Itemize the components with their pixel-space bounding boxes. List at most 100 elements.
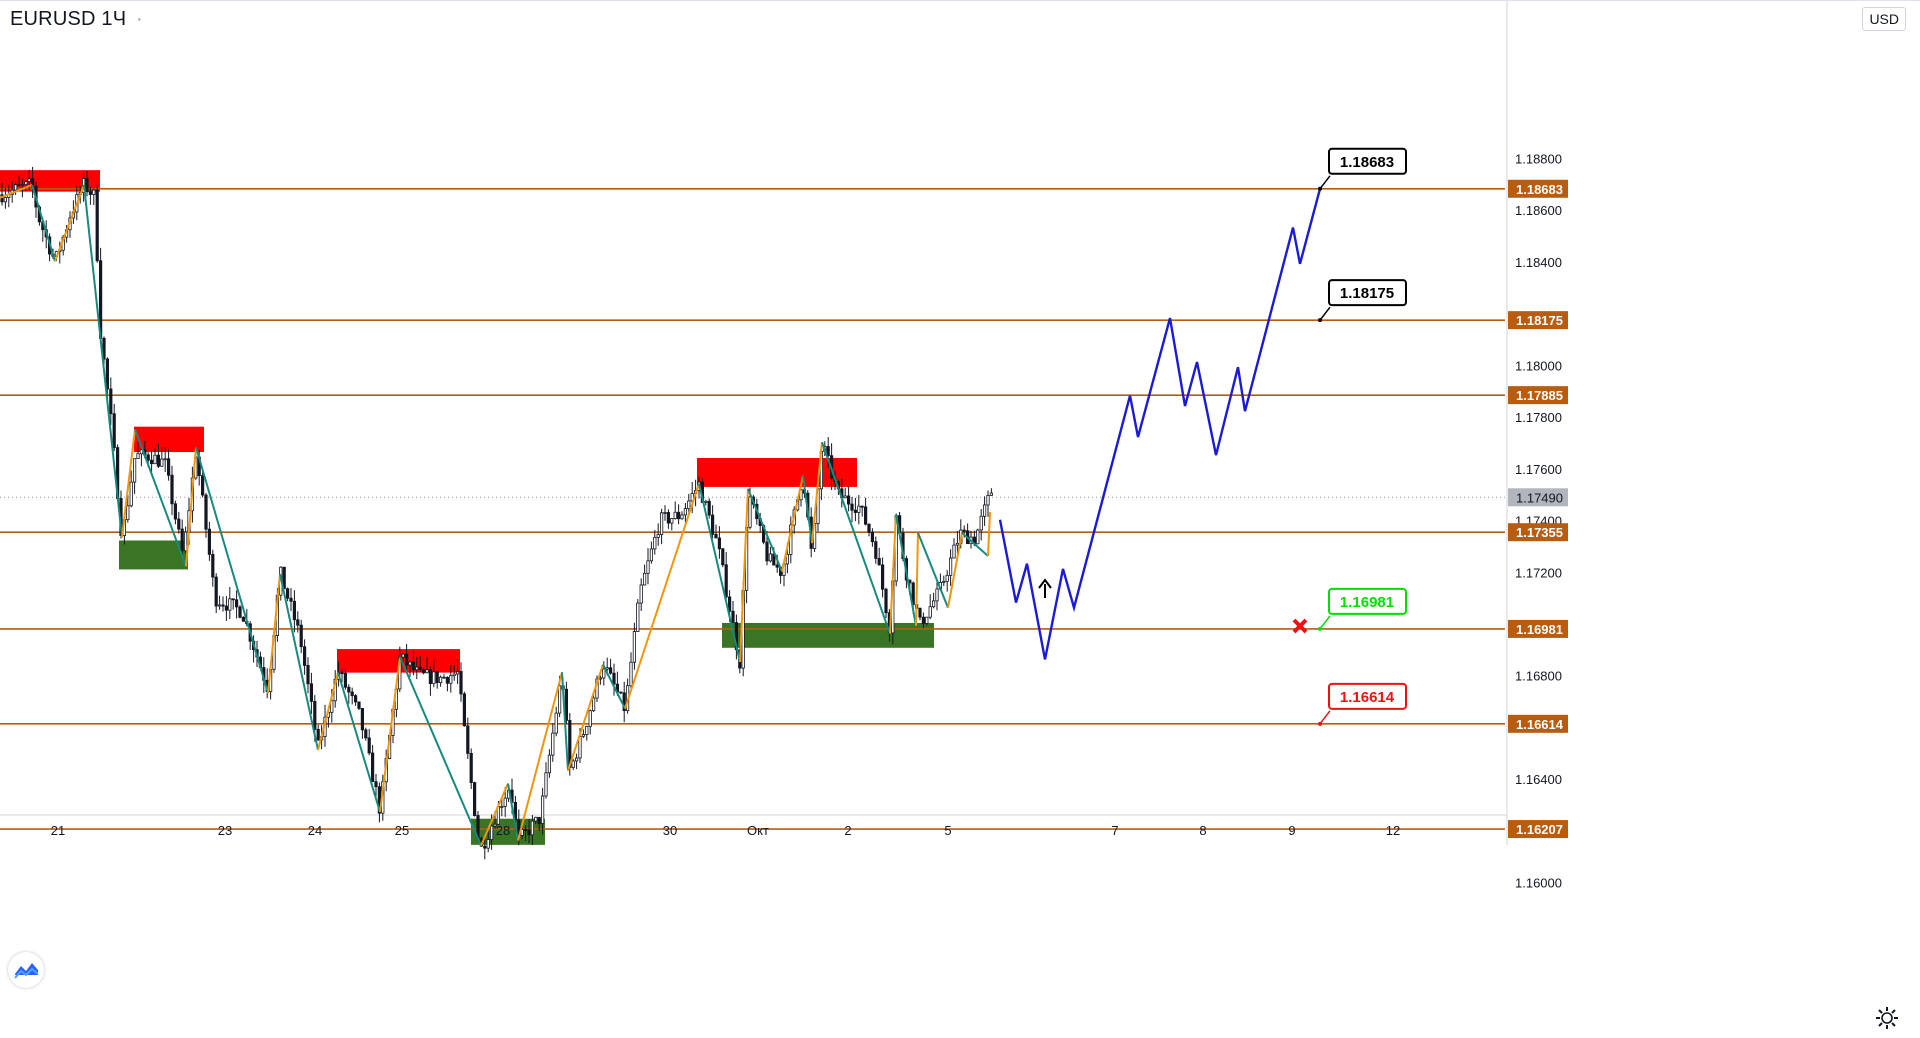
candle-body xyxy=(211,553,215,578)
y-tick-label: 1.17600 xyxy=(1515,462,1562,477)
level-price-badge xyxy=(1508,714,1568,733)
candle-body xyxy=(177,518,181,530)
candle-body xyxy=(629,661,633,687)
candle-body xyxy=(683,508,688,516)
candle-body xyxy=(364,729,368,739)
candle-body xyxy=(942,580,946,583)
zigzag-up-leg xyxy=(915,532,919,626)
candle-body xyxy=(918,607,922,618)
candle-body xyxy=(979,515,983,531)
y-tick-label: 1.18400 xyxy=(1515,255,1562,270)
candle-body xyxy=(204,494,208,530)
candle-body xyxy=(353,695,358,703)
candle-body xyxy=(748,496,752,528)
candle-body xyxy=(438,676,443,684)
candle-body xyxy=(775,564,779,568)
candle-body xyxy=(547,754,552,774)
candle-body xyxy=(571,760,575,768)
header-dot: · xyxy=(136,8,143,30)
zigzag-up-leg xyxy=(185,447,197,567)
candle-body xyxy=(486,839,490,849)
callout-box xyxy=(1328,147,1407,175)
support-zone xyxy=(119,540,188,570)
y-tick-label: 1.18600 xyxy=(1515,203,1562,218)
callout-pointer xyxy=(1319,615,1331,630)
candle-body xyxy=(85,178,89,193)
candle-body xyxy=(605,667,609,670)
zigzag-up-leg xyxy=(987,511,991,557)
zigzag-up-leg xyxy=(121,429,136,538)
candle-body xyxy=(285,588,290,599)
candle-body xyxy=(925,616,929,624)
candle-body xyxy=(207,528,211,555)
candle-body xyxy=(88,191,92,195)
candle-body xyxy=(129,481,133,507)
candle-body xyxy=(466,725,470,754)
zigzag-down-leg xyxy=(802,475,813,544)
candle-body xyxy=(432,671,436,685)
candle-body xyxy=(928,606,932,618)
zigzag-down-leg xyxy=(698,483,741,663)
candle-body xyxy=(551,732,555,756)
zigzag-down-leg xyxy=(279,573,319,751)
candle-body xyxy=(367,737,371,754)
candle-body xyxy=(347,686,351,693)
zigzag-down-leg xyxy=(507,783,519,841)
candle-body xyxy=(636,602,640,632)
candle-body xyxy=(455,671,460,675)
level-price-badge-label: 1.16981 xyxy=(1516,622,1563,637)
callout-pointer xyxy=(1319,306,1331,321)
callout-label: 1.16614 xyxy=(1340,689,1395,706)
tradingview-logo-icon[interactable] xyxy=(8,952,44,988)
y-tick-label: 1.18800 xyxy=(1515,152,1562,167)
candle-body xyxy=(350,691,354,696)
candle-body xyxy=(126,505,130,521)
settings-gear-icon[interactable] xyxy=(1874,1005,1900,1031)
resistance-zone xyxy=(0,170,100,192)
candle-body xyxy=(962,529,966,532)
candle-body xyxy=(857,505,861,513)
x-tick-label: 2 xyxy=(844,823,851,838)
x-tick-label: 23 xyxy=(218,823,232,838)
candle-body xyxy=(609,667,613,674)
x-tick-label: Окт xyxy=(747,823,769,838)
candle-body xyxy=(289,597,293,602)
x-tick-label: 21 xyxy=(51,823,65,838)
candle-body xyxy=(711,514,715,535)
zigzag-up-leg xyxy=(54,184,85,262)
candle-body xyxy=(183,531,188,552)
price-callout: 1.16981 xyxy=(1318,587,1407,631)
zigzag-down-leg xyxy=(399,656,482,847)
zigzag-down-leg xyxy=(821,441,891,634)
candle-body xyxy=(217,604,222,607)
candle-body xyxy=(524,829,528,831)
candle-body xyxy=(680,514,684,520)
current-price-badge xyxy=(1508,488,1568,507)
candle-body xyxy=(728,596,732,612)
candle-body xyxy=(673,511,677,519)
candle-body xyxy=(469,753,473,784)
price-callout: 1.16614 xyxy=(1318,682,1407,726)
level-price-badge xyxy=(1508,619,1568,638)
candle-body xyxy=(296,619,300,626)
candle-body xyxy=(864,506,868,525)
candle-body xyxy=(687,500,691,509)
callout-pointer xyxy=(1319,175,1331,190)
candle-body xyxy=(721,548,725,566)
candle-body xyxy=(214,576,218,607)
x-tick-label: 8 xyxy=(1199,823,1206,838)
candle-body xyxy=(17,184,21,187)
candle-body xyxy=(731,610,735,623)
currency-badge[interactable]: USD xyxy=(1862,7,1906,31)
level-price-badge xyxy=(1508,311,1568,330)
level-price-badge-label: 1.16207 xyxy=(1516,822,1563,837)
candle-body xyxy=(316,728,320,741)
candle-body xyxy=(847,495,851,505)
candle-body xyxy=(136,453,140,460)
candle-body xyxy=(224,605,228,611)
symbol-header[interactable]: EURUSD 1Ч · xyxy=(10,8,143,31)
y-tick-label: 1.16800 xyxy=(1515,669,1562,684)
symbol-name: EURUSD xyxy=(10,8,96,30)
